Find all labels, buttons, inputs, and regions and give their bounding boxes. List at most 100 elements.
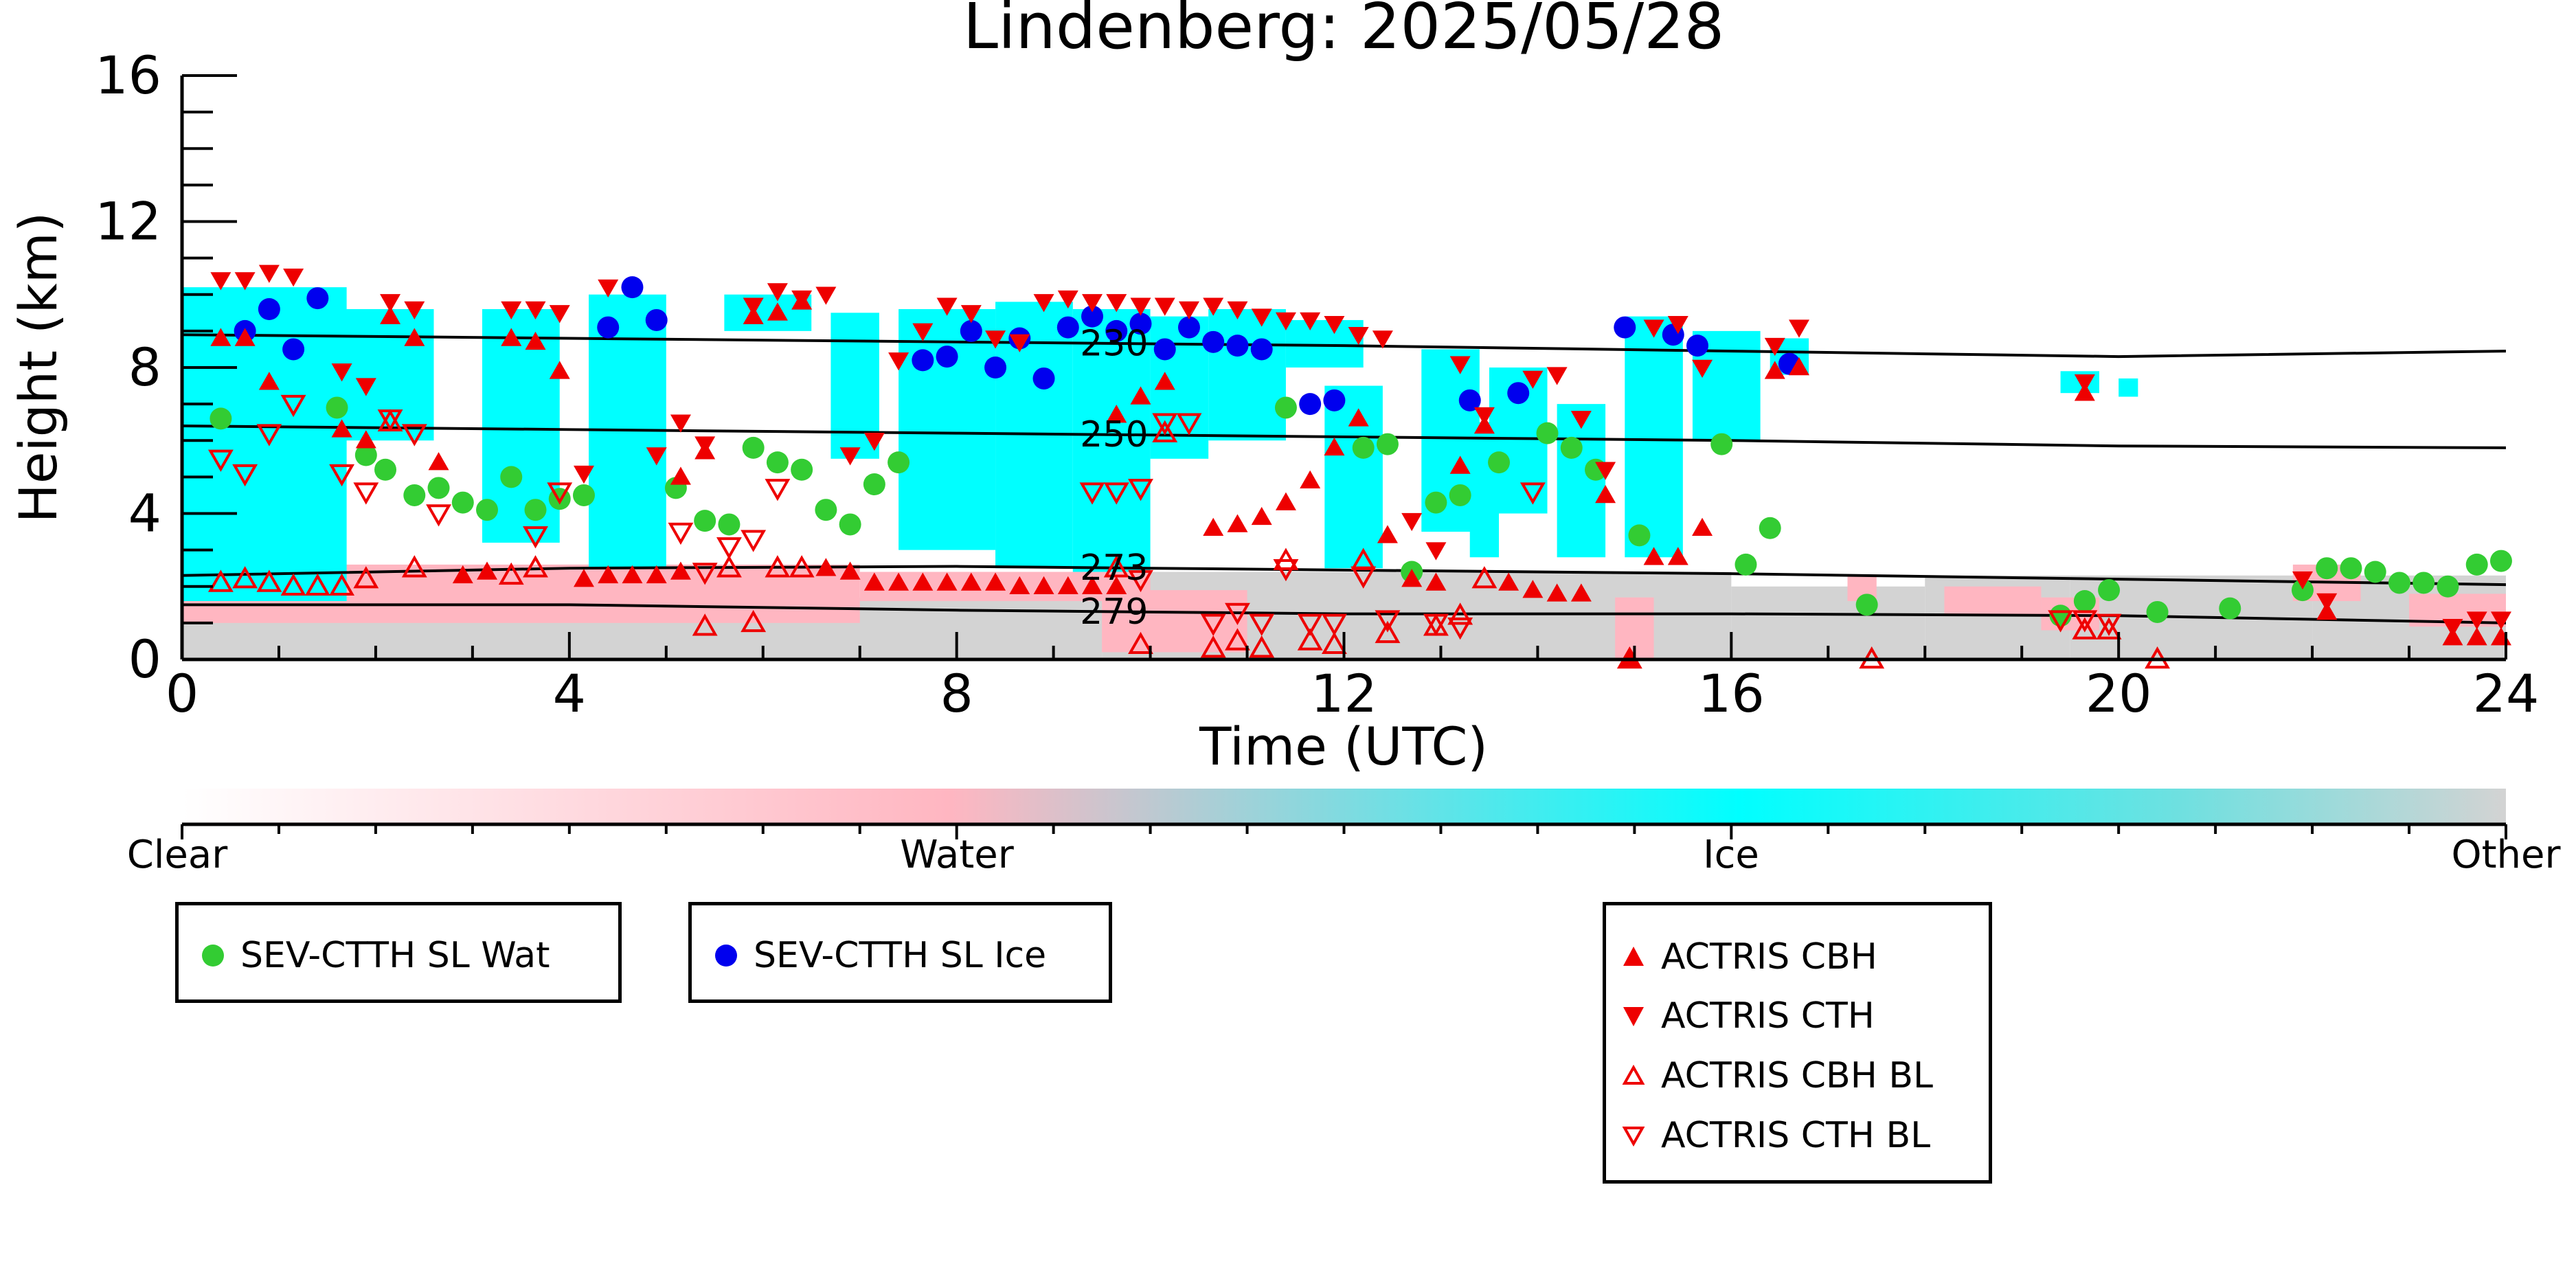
marker-point xyxy=(645,308,668,331)
marker-point xyxy=(1079,482,1105,505)
marker-point xyxy=(766,451,789,474)
marker-point xyxy=(1401,512,1423,532)
marker-point xyxy=(331,363,352,382)
marker-point xyxy=(1667,547,1688,565)
marker-point xyxy=(234,272,256,291)
marker-point xyxy=(1106,576,1127,594)
marker-point xyxy=(1348,408,1369,427)
marker-point xyxy=(1009,334,1030,352)
marker-point xyxy=(501,301,522,319)
isotherm-line xyxy=(182,565,2506,587)
legend-sev-ice: SEV-CTTH SL Ice xyxy=(688,902,1112,1003)
marker-point xyxy=(1764,337,1785,357)
marker-point xyxy=(476,499,499,521)
legend-label: SEV-CTTH SL Ice xyxy=(754,935,1047,976)
triangle-up-outline-icon xyxy=(1606,1055,1661,1096)
marker-point xyxy=(1249,613,1275,636)
marker-point xyxy=(207,569,234,592)
marker-point xyxy=(815,499,837,521)
marker-point xyxy=(791,290,813,309)
marker-point xyxy=(815,286,837,305)
marker-point xyxy=(258,372,280,390)
marker-point xyxy=(1692,517,1713,536)
marker-point xyxy=(1546,367,1568,385)
ice-cloud-region xyxy=(1208,309,1286,441)
marker-point xyxy=(326,396,348,419)
marker-point xyxy=(1202,330,1225,353)
marker-point xyxy=(1103,555,1129,578)
marker-point xyxy=(912,572,934,591)
marker-point xyxy=(2364,561,2386,583)
marker-point xyxy=(207,449,234,472)
marker-point xyxy=(1033,576,1054,594)
legend-actris: ACTRIS CBH ACTRIS CTH ACTRIS CBH BL ACTR… xyxy=(1603,902,1992,1184)
marker-point xyxy=(1251,506,1272,526)
marker-point xyxy=(426,504,451,527)
marker-point xyxy=(1449,356,1471,374)
marker-point xyxy=(791,458,813,481)
marker-point xyxy=(1449,455,1471,474)
marker-point xyxy=(523,526,548,549)
marker-point xyxy=(741,530,767,552)
marker-point xyxy=(1488,451,1511,474)
legend-entry: SEV-CTTH SL Ice xyxy=(699,935,1046,976)
marker-point xyxy=(377,409,403,432)
marker-point xyxy=(1033,294,1054,313)
marker-point xyxy=(1710,433,1733,455)
marker-point xyxy=(1324,316,1345,335)
marker-point xyxy=(1536,422,1559,444)
marker-point xyxy=(525,331,546,350)
y-tick-label: 4 xyxy=(128,483,161,544)
marker-point xyxy=(1423,613,1449,636)
marker-point xyxy=(839,513,861,536)
marker-point xyxy=(1522,580,1544,598)
colorbar-axis xyxy=(181,822,2507,839)
marker-point xyxy=(1351,566,1377,589)
marker-point xyxy=(1323,389,1346,411)
marker-point xyxy=(1375,620,1401,644)
marker-point xyxy=(2291,579,2314,602)
marker-point xyxy=(2490,611,2511,630)
marker-point xyxy=(839,561,861,580)
marker-point xyxy=(1473,407,1495,426)
marker-point xyxy=(692,563,718,585)
marker-point xyxy=(1057,576,1078,594)
marker-point xyxy=(329,464,355,487)
marker-point xyxy=(765,479,791,501)
marker-point xyxy=(1057,290,1078,309)
marker-point xyxy=(1686,335,1708,357)
y-tick-label: 12 xyxy=(95,191,161,252)
marker-point xyxy=(692,613,718,636)
marker-point xyxy=(1643,547,1664,565)
marker-point xyxy=(1009,576,1030,594)
marker-point xyxy=(1251,308,1272,327)
marker-point xyxy=(1570,583,1592,602)
marker-point xyxy=(1154,297,1175,316)
marker-point xyxy=(960,572,982,591)
marker-point xyxy=(2074,374,2095,393)
marker-point xyxy=(1498,572,1519,591)
marker-point xyxy=(210,272,231,291)
marker-point xyxy=(1789,357,1810,376)
marker-point xyxy=(549,305,570,324)
green-circle-marker-icon xyxy=(185,935,240,976)
marker-point xyxy=(1614,316,1636,339)
marker-point xyxy=(1735,553,1757,576)
isotherm-label: 230 xyxy=(1080,323,1148,364)
marker-point xyxy=(404,328,425,346)
marker-point xyxy=(670,561,691,580)
marker-point xyxy=(1667,316,1688,335)
legend-entry: ACTRIS CBH BL xyxy=(1606,1055,1933,1096)
x-axis-label: Time (UTC) xyxy=(1199,716,1488,777)
colorbar-label-water: Water xyxy=(900,833,1015,877)
marker-point xyxy=(1273,558,1299,582)
y-tick-label: 0 xyxy=(128,629,161,690)
isotherm-line xyxy=(182,425,2506,449)
marker-point xyxy=(451,491,474,514)
isotherm-label: 273 xyxy=(1080,547,1148,589)
marker-point xyxy=(329,573,355,596)
ice-cloud-region xyxy=(1072,309,1151,572)
marker-point xyxy=(572,484,595,506)
marker-point xyxy=(1224,628,1250,651)
